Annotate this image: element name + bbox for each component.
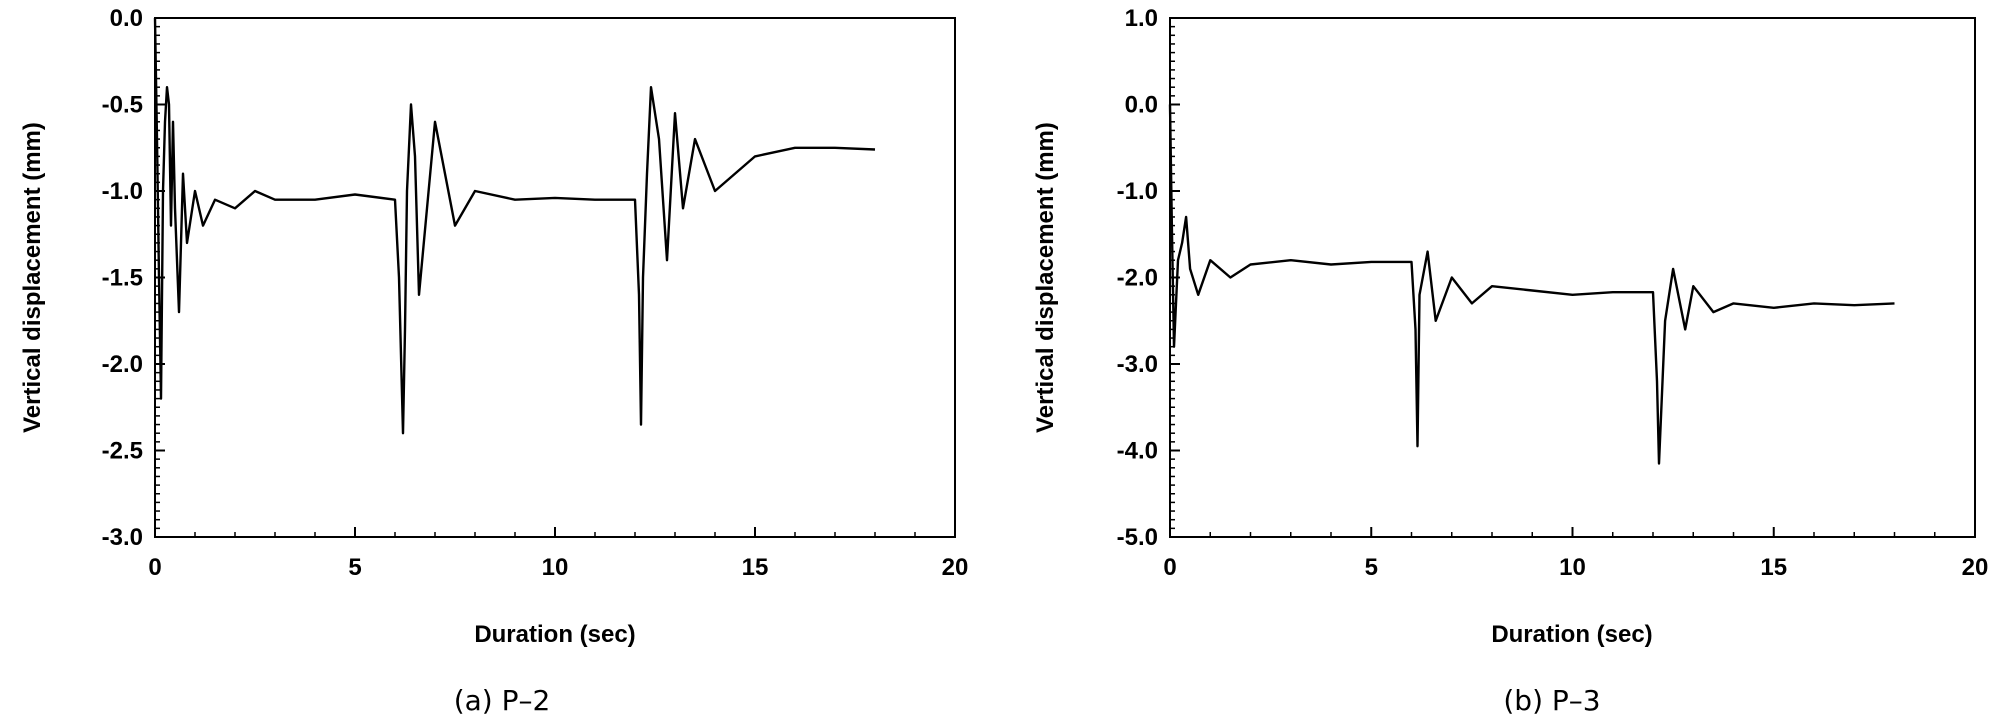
y-tick-label: -1.0 xyxy=(1117,178,1158,205)
y-tick-label: 1.0 xyxy=(1125,5,1158,32)
caption-b: (b) P–3 xyxy=(1503,684,1600,716)
series-line-a xyxy=(153,17,876,435)
x-tick-label: 10 xyxy=(1559,554,1586,581)
chart-b: 1.0 0.0 -1.0 -2.0 -3.0 -4.0 -5.0 0 5 10 15 20 Dura… xyxy=(1032,5,1988,716)
y-tick-label: 0.0 xyxy=(110,5,143,32)
x-ticks-b: 0 5 10 15 20 xyxy=(1163,527,1988,581)
x-axis-title-b: Duration (sec) xyxy=(1491,621,1652,648)
plot-area-b xyxy=(1169,17,1976,538)
x-tick-label: 10 xyxy=(542,554,569,581)
x-tick-label: 5 xyxy=(348,554,361,581)
caption-a: (a) P–2 xyxy=(454,684,551,716)
x-tick-label: 15 xyxy=(742,554,769,581)
y-ticks-a: 0.0 -0.5 -1.0 -1.5 -2.0 -2.5 -3.0 xyxy=(102,5,165,551)
x-tick-label: 0 xyxy=(1163,554,1176,581)
x-ticks-a: 0 5 10 15 20 xyxy=(148,527,968,581)
y-tick-label: 0.0 xyxy=(1125,92,1158,119)
y-ticks-b: 1.0 0.0 -1.0 -2.0 -3.0 -4.0 -5.0 xyxy=(1117,5,1180,551)
y-axis-title-a: Vertical displacement (mm) xyxy=(19,122,46,433)
y-axis-title-b: Vertical displacement (mm) xyxy=(1032,122,1059,433)
y-tick-label: -0.5 xyxy=(102,92,143,119)
y-tick-label: -4.0 xyxy=(1117,438,1158,465)
x-tick-label: 5 xyxy=(1365,554,1378,581)
plot-area-a xyxy=(154,17,956,538)
x-axis-title-a: Duration (sec) xyxy=(474,621,635,648)
chart-a: 0.0 -0.5 -1.0 -1.5 -2.0 -2.5 -3.0 0 5 10 15 20 Dur… xyxy=(19,5,968,716)
y-tick-label: -5.0 xyxy=(1117,524,1158,551)
y-tick-label: -2.5 xyxy=(102,438,143,465)
y-tick-label: -2.0 xyxy=(1117,265,1158,292)
series-line-b xyxy=(1168,104,1895,465)
x-tick-label: 20 xyxy=(942,554,969,581)
y-tick-label: -1.5 xyxy=(102,265,143,292)
x-tick-label: 15 xyxy=(1760,554,1787,581)
y-tick-label: -1.0 xyxy=(102,178,143,205)
x-tick-label: 0 xyxy=(148,554,161,581)
y-tick-label: -2.0 xyxy=(102,351,143,378)
y-tick-label: -3.0 xyxy=(102,524,143,551)
y-tick-label: -3.0 xyxy=(1117,351,1158,378)
x-tick-label: 20 xyxy=(1962,554,1989,581)
